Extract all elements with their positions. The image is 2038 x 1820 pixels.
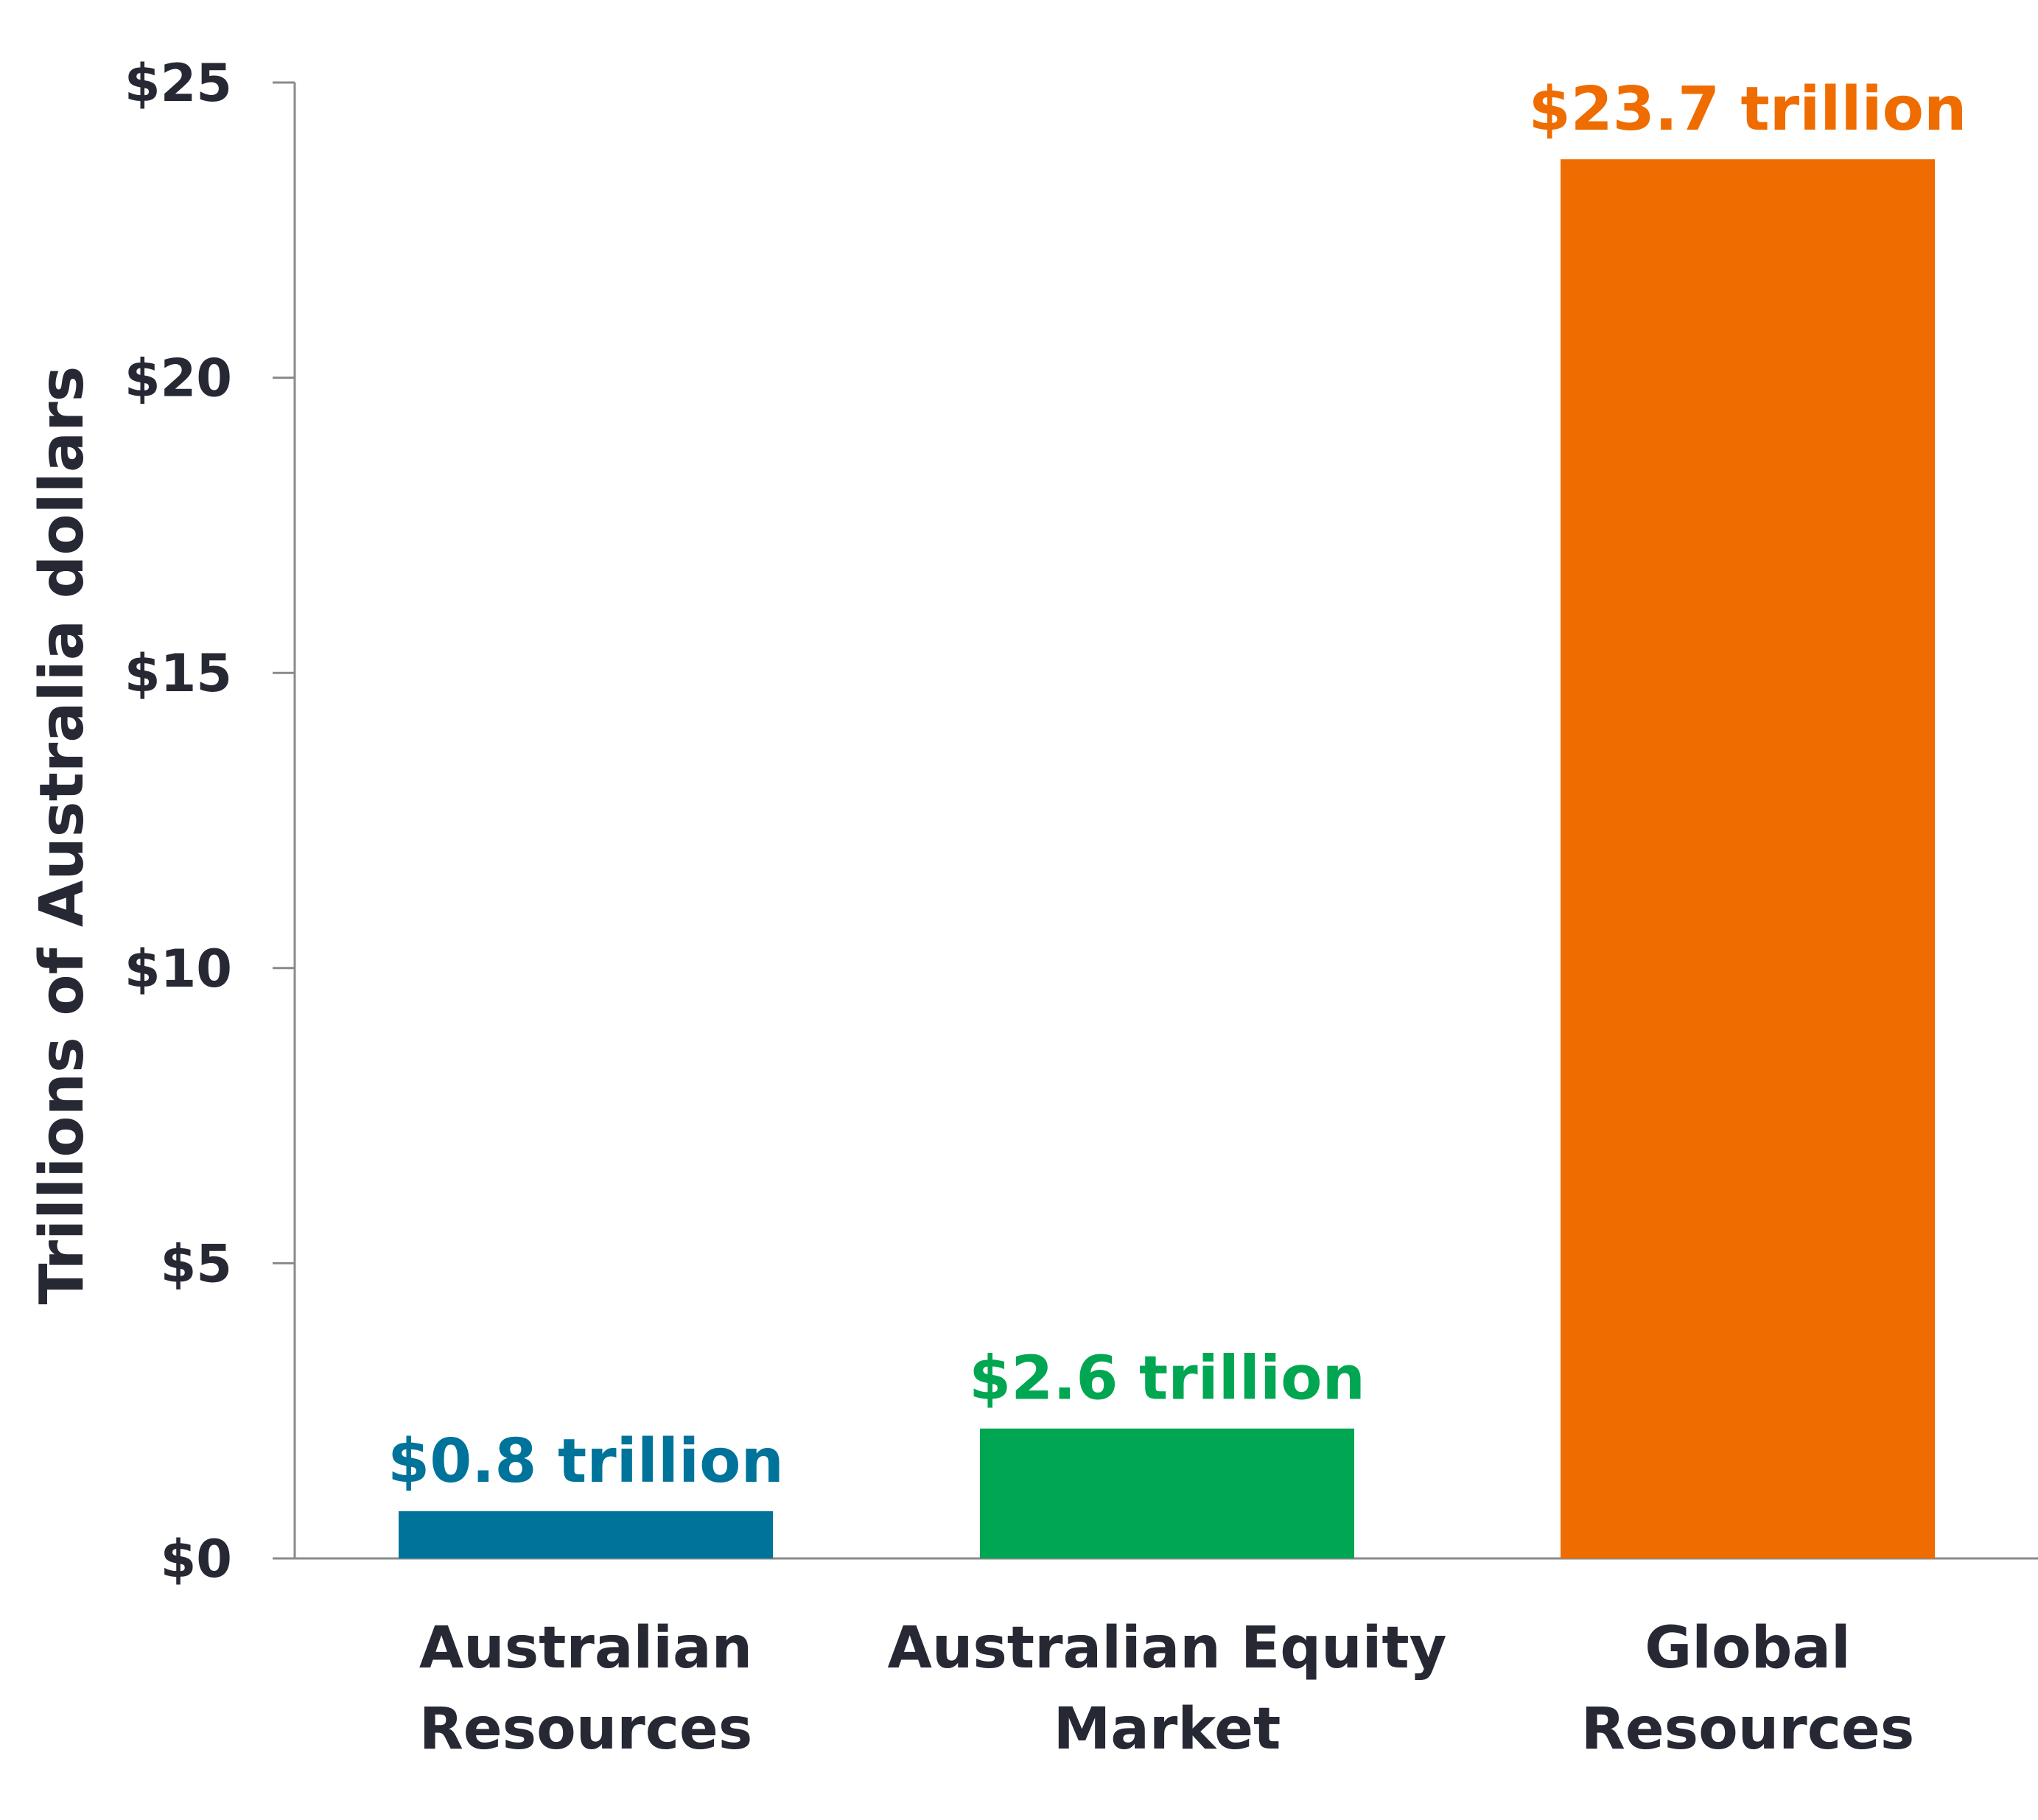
y-tick-label: $0 xyxy=(161,1529,232,1589)
bars xyxy=(399,159,1935,1558)
y-tick-label: $5 xyxy=(161,1233,232,1294)
bar xyxy=(399,1511,773,1558)
bar-data-label: $0.8 trillion xyxy=(388,1427,784,1497)
category-label: Australian Resources xyxy=(419,1615,753,1763)
y-tick-label: $15 xyxy=(125,643,232,704)
y-tick-label: $25 xyxy=(125,53,232,113)
category-label: Australian Equity Market xyxy=(887,1615,1446,1763)
bar xyxy=(1561,159,1935,1558)
data-labels: $0.8 trillion $2.6 trillion $23.7 trillion xyxy=(388,74,1967,1497)
bar xyxy=(980,1428,1354,1558)
category-labels: Australian Resources Australian Equity Mark… xyxy=(419,1615,1915,1763)
y-tick-label: $20 xyxy=(125,349,232,409)
y-axis-title: Trillions of Australia dollars xyxy=(27,366,97,1305)
bar-data-label: $2.6 trillion xyxy=(969,1344,1365,1414)
y-ticks: $0 $5 $10 $15 $20 $25 xyxy=(125,53,295,1589)
bar-data-label: $23.7 trillion xyxy=(1529,74,1967,144)
axes: $0 $5 $10 $15 $20 $25 xyxy=(125,53,2038,1589)
category-label: Global Resources xyxy=(1581,1615,1915,1763)
y-tick-label: $10 xyxy=(125,939,232,999)
